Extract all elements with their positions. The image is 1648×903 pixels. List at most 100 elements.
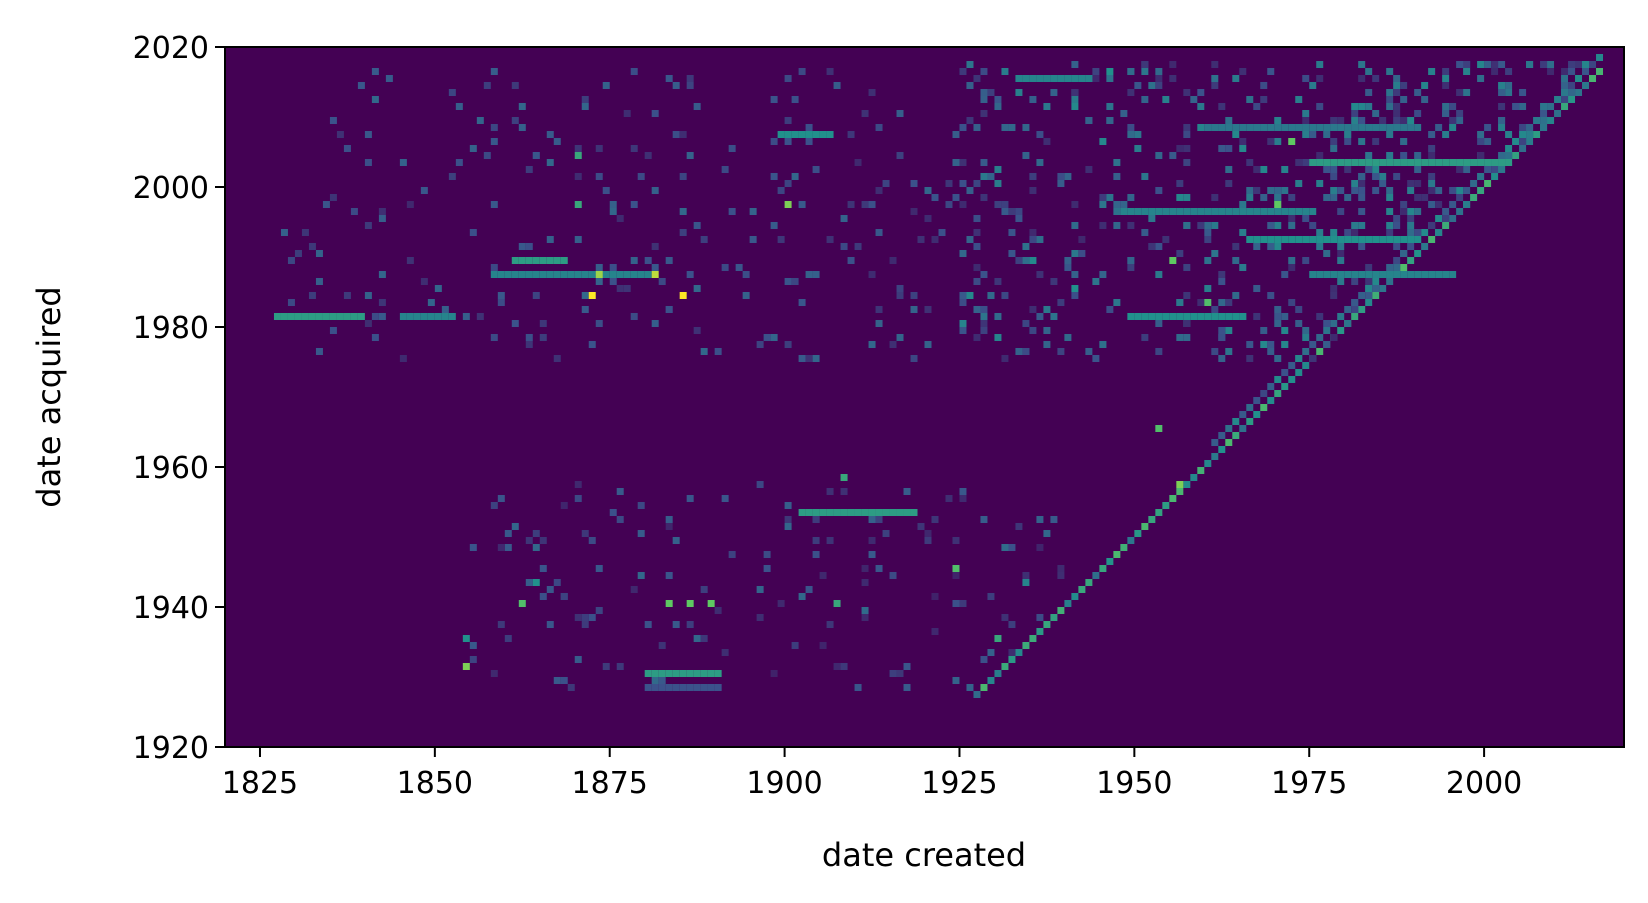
heatmap-cell: [1491, 61, 1499, 68]
heatmap-cell: [868, 201, 876, 208]
heatmap-cell: [1386, 152, 1394, 159]
heatmap-cell: [875, 229, 883, 236]
heatmap-cell: [1274, 355, 1282, 362]
heatmap-cell: [1260, 341, 1268, 348]
heatmap-cell: [1008, 656, 1016, 663]
heatmap-cell: [973, 278, 981, 285]
heatmap-cell: [1029, 306, 1037, 313]
heatmap-cell: [875, 516, 883, 523]
heatmap-cell: [434, 285, 442, 292]
heatmap-cell: [1274, 138, 1282, 145]
heatmap-cell: [1155, 425, 1163, 432]
heatmap-cell: [1484, 61, 1492, 68]
heatmap-streak-cell: [1309, 124, 1317, 131]
heatmap-cell: [1225, 166, 1233, 173]
heatmap-cell: [1218, 299, 1226, 306]
heatmap-cell: [1267, 397, 1275, 404]
heatmap-streak-cell: [1323, 236, 1331, 243]
heatmap-cell: [1246, 194, 1254, 201]
heatmap-cell: [315, 278, 323, 285]
heatmap-cell: [756, 341, 764, 348]
heatmap-cell: [1407, 243, 1415, 250]
heatmap-cell: [1239, 425, 1247, 432]
heatmap-cell: [1211, 439, 1219, 446]
heatmap-cell: [616, 215, 624, 222]
heatmap-cell: [525, 334, 533, 341]
heatmap-cell: [959, 600, 967, 607]
heatmap-cell: [1281, 341, 1289, 348]
heatmap-streak-cell: [1064, 75, 1072, 82]
heatmap-cell: [1253, 285, 1261, 292]
heatmap-cell: [595, 173, 603, 180]
heatmap-cell: [1316, 243, 1324, 250]
heatmap-cell: [490, 670, 498, 677]
heatmap-cell: [1218, 446, 1226, 453]
heatmap-cell: [1155, 82, 1163, 89]
heatmap-cell: [1267, 187, 1275, 194]
heatmap-cell: [1477, 61, 1485, 68]
x-tick-label: 1825: [222, 766, 298, 801]
heatmap-cell: [1127, 68, 1135, 75]
heatmap-streak-cell: [1358, 236, 1366, 243]
heatmap-cell: [539, 334, 547, 341]
heatmap-cell: [1029, 327, 1037, 334]
heatmap-cell: [1568, 89, 1576, 96]
heatmap-cell: [1547, 103, 1555, 110]
heatmap-cell: [371, 68, 379, 75]
heatmap-cell: [378, 313, 386, 320]
heatmap-cell: [1267, 348, 1275, 355]
heatmap-cell: [1386, 264, 1394, 271]
heatmap-cell: [1057, 565, 1065, 572]
heatmap-cell: [1043, 327, 1051, 334]
heatmap-cell: [1134, 145, 1142, 152]
heatmap-cell: [1183, 292, 1191, 299]
heatmap-cell: [665, 257, 673, 264]
heatmap-cell: [1316, 103, 1324, 110]
heatmap-streak-cell: [413, 313, 421, 320]
heatmap-cell: [714, 607, 722, 614]
heatmap-cell: [1162, 96, 1170, 103]
heatmap-cell: [1183, 89, 1191, 96]
heatmap-cell: [1295, 355, 1303, 362]
heatmap-cell: [1414, 229, 1422, 236]
heatmap-cell: [462, 635, 470, 642]
heatmap-streak-cell: [651, 670, 659, 677]
heatmap-cell: [490, 502, 498, 509]
heatmap-cell: [644, 621, 652, 628]
heatmap-cell: [1113, 299, 1121, 306]
heatmap-cell: [1176, 194, 1184, 201]
heatmap-cell: [686, 600, 694, 607]
heatmap-cell: [700, 586, 708, 593]
heatmap-cell: [1568, 82, 1576, 89]
heatmap-cell: [595, 271, 603, 278]
heatmap-streak-cell: [1190, 313, 1198, 320]
heatmap-cell: [1134, 530, 1142, 537]
heatmap-cell: [1428, 173, 1436, 180]
heatmap-cell: [616, 285, 624, 292]
heatmap-cell: [1001, 614, 1009, 621]
heatmap-cell: [1456, 194, 1464, 201]
heatmap-cell: [1155, 509, 1163, 516]
heatmap-cell: [399, 355, 407, 362]
heatmap-cell: [1008, 621, 1016, 628]
heatmap-cell: [560, 502, 568, 509]
heatmap-cell: [1141, 61, 1149, 68]
heatmap-cell: [1358, 180, 1366, 187]
heatmap-cell: [1351, 222, 1359, 229]
heatmap-cell: [812, 551, 820, 558]
heatmap-cell: [973, 215, 981, 222]
heatmap-cell: [896, 334, 904, 341]
heatmap-cell: [966, 684, 974, 691]
heatmap-cell: [959, 250, 967, 257]
heatmap-cell: [1127, 131, 1135, 138]
heatmap-cell: [1505, 145, 1513, 152]
heatmap-cell: [1519, 124, 1527, 131]
heatmap-cell: [1414, 180, 1422, 187]
heatmap-cell: [308, 292, 316, 299]
heatmap-cell: [1141, 68, 1149, 75]
heatmap-cell: [1337, 313, 1345, 320]
heatmap-cell: [525, 243, 533, 250]
heatmap-streak-cell: [546, 271, 554, 278]
heatmap-cell: [952, 677, 960, 684]
heatmap-streak-cell: [511, 271, 519, 278]
